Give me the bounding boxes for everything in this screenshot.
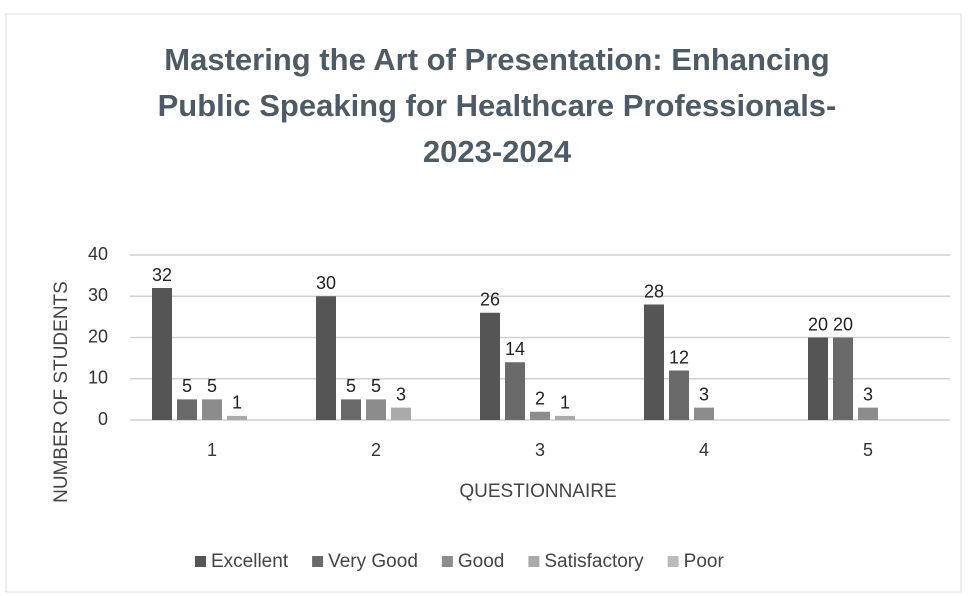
- data-label: 1: [560, 393, 570, 413]
- data-label: 5: [346, 376, 356, 396]
- x-tick-label: 4: [699, 440, 709, 460]
- data-label: 12: [669, 347, 689, 367]
- x-tick-label: 1: [207, 440, 217, 460]
- data-label: 26: [480, 290, 500, 310]
- y-tick-label: 0: [98, 409, 108, 429]
- y-tick-label: 20: [88, 326, 108, 346]
- x-tick-label: 2: [371, 440, 381, 460]
- legend-label: Poor: [684, 551, 725, 572]
- chart-title: 2023-2024: [423, 134, 572, 169]
- data-label: 3: [396, 384, 406, 404]
- data-label: 30: [316, 273, 336, 293]
- bar: [505, 362, 525, 420]
- bar: [177, 399, 197, 420]
- data-label: 2: [535, 389, 545, 409]
- y-axis-title: NUMBER OF STUDENTS: [51, 281, 72, 503]
- bar: [341, 399, 361, 420]
- x-tick-label: 3: [535, 440, 545, 460]
- data-label: 3: [699, 384, 709, 404]
- x-tick-label: 5: [863, 440, 873, 460]
- bar: [694, 407, 714, 420]
- legend-swatch: [528, 556, 540, 567]
- bar: [530, 411, 550, 420]
- chart-title: Mastering the Art of Presentation: Enhan…: [164, 42, 829, 77]
- bar: [669, 370, 689, 420]
- bar: [202, 399, 222, 420]
- data-label: 28: [644, 281, 664, 301]
- bar: [227, 415, 247, 420]
- legend-swatch: [195, 556, 206, 567]
- bar: [808, 337, 828, 420]
- bar: [366, 399, 386, 420]
- bar: [391, 407, 411, 420]
- legend-label: Excellent: [211, 551, 289, 572]
- legend-swatch: [312, 556, 324, 567]
- y-tick-label: 40: [88, 244, 108, 264]
- bar: [555, 415, 575, 420]
- legend-label: Very Good: [328, 551, 418, 572]
- legend-label: Satisfactory: [544, 551, 644, 572]
- bar: [644, 304, 664, 420]
- x-axis-title: QUESTIONNAIRE: [459, 481, 616, 502]
- chart-title: Public Speaking for Healthcare Professio…: [158, 88, 837, 123]
- y-tick-label: 10: [88, 368, 108, 388]
- data-label: 3: [863, 384, 873, 404]
- bar: [316, 296, 336, 420]
- data-label: 5: [182, 376, 192, 396]
- bar: [833, 337, 853, 420]
- data-label: 32: [152, 265, 172, 285]
- legend-swatch: [441, 556, 453, 567]
- data-label: 20: [808, 314, 828, 334]
- data-label: 1: [232, 393, 242, 413]
- legend-label: Good: [458, 551, 504, 572]
- bar: [858, 407, 878, 420]
- data-label: 14: [505, 339, 525, 359]
- bar: [480, 312, 500, 420]
- legend-swatch: [667, 556, 679, 567]
- data-label: 20: [833, 314, 853, 334]
- y-tick-label: 30: [88, 285, 108, 305]
- data-label: 5: [371, 376, 381, 396]
- bar: [152, 288, 172, 420]
- data-label: 5: [207, 376, 217, 396]
